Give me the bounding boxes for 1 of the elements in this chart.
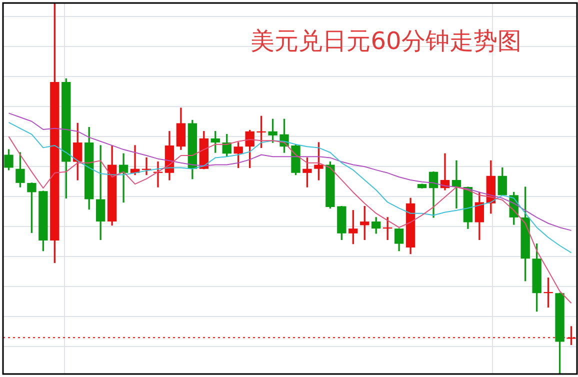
text: 美元兑日元60分钟走势图 (250, 27, 522, 56)
